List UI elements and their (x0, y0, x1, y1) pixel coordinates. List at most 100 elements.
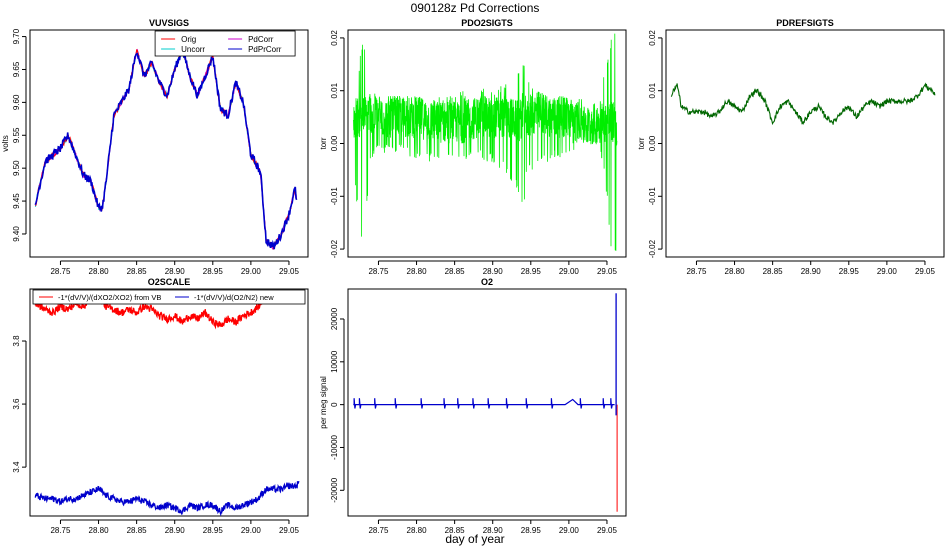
legend-label: PdCorr (248, 35, 274, 44)
vuvsigs-panel: VUVSIGS 28.75 28.80 28.85 28.90 28.95 29.00 29.… (1, 18, 309, 276)
pdo2sigts-series-line (352, 33, 618, 251)
y-tick-label: 0.00 (648, 135, 657, 151)
y-axis-label: per meg signal (319, 376, 328, 429)
x-tick-label: 28.85 (763, 267, 784, 276)
x-tick-label: 29.00 (877, 267, 898, 276)
y-tick-label: 10000 (330, 350, 339, 373)
y-axis-label: torr (319, 137, 328, 149)
x-tick-label: 28.80 (725, 267, 746, 276)
x-tick-label: 28.80 (407, 267, 428, 276)
y-tick-label: 3.6 (12, 398, 21, 410)
x-tick-label: 28.85 (445, 267, 466, 276)
y-tick-label: 3.8 (12, 335, 21, 347)
x-tick-label: 29.05 (915, 267, 936, 276)
y-tick-label: 9.65 (12, 61, 21, 77)
y-tick-label: 9.70 (12, 28, 21, 44)
x-tick-label: 28.95 (203, 526, 224, 535)
y-tick-label: 9.40 (12, 226, 21, 242)
y-tick-label: 3.4 (12, 461, 21, 473)
legend-box (32, 289, 306, 305)
vuvsigs-series-line (34, 50, 298, 250)
vuvsigs-underlay-line (34, 48, 298, 250)
plot-area (353, 293, 618, 512)
legend-label: -1*(dV/V)/(dXO2/XO2) from VB (58, 293, 161, 302)
y-tick-label: 0.02 (330, 30, 339, 46)
o2scale-blue-series-line (34, 480, 300, 516)
legend-label: Uncorr (181, 45, 205, 54)
y-tick-label: 0.01 (648, 82, 657, 98)
y-axis-label: volts (1, 135, 10, 151)
y-tick-label: 0 (330, 402, 339, 407)
y-tick-label: -20000 (330, 477, 339, 502)
legend-label: -1*(dV/V)/d(O2/N2) new (194, 293, 274, 302)
x-tick-label: 28.90 (483, 267, 504, 276)
plot-area (352, 33, 618, 251)
x-tick-label: 29.05 (597, 267, 618, 276)
o2scale-red-series-line (34, 292, 300, 330)
o2-series-line (353, 398, 615, 409)
x-tick-label: 29.00 (559, 526, 580, 535)
legend-label: Orig (181, 35, 196, 44)
panel-title: O2 (481, 277, 493, 287)
vuvsigs-underlay-line (35, 46, 297, 251)
y-tick-label: -0.02 (330, 239, 339, 258)
y-tick-label: 0.02 (648, 30, 657, 46)
x-tick-label: 28.95 (521, 267, 542, 276)
panel-title: VUVSIGS (149, 18, 189, 28)
x-tick-label: 28.85 (127, 267, 148, 276)
panel-title: PDREFSIGTS (776, 18, 834, 28)
y-tick-label: -0.02 (648, 239, 657, 258)
x-tick-label: 28.95 (839, 267, 860, 276)
x-tick-label: 28.80 (89, 267, 110, 276)
x-tick-label: 28.90 (165, 526, 186, 535)
x-tick-label: 28.75 (368, 267, 389, 276)
legend: -1*(dV/V)/(dXO2/XO2) from VB -1*(dV/V)/d(… (32, 289, 306, 305)
x-tick-label: 28.85 (127, 526, 148, 535)
pdrefsigts-panel: PDREFSIGTS 28.75 28.80 28.85 28.90 28.95 29.00… (637, 18, 945, 276)
x-tick-label: 28.95 (203, 267, 224, 276)
x-tick-label: 29.00 (241, 267, 262, 276)
y-tick-label: 9.50 (12, 160, 21, 176)
legend-label: PdPrCorr (248, 45, 282, 54)
plot-frame (29, 288, 309, 517)
plot-area (670, 82, 936, 126)
pdrefsigts-series-line (670, 82, 936, 126)
y-axis-label: torr (637, 137, 646, 149)
pdo2sigts-panel: PDO2SIGTS 28.75 28.80 28.85 28.90 28.95 29.00 2… (319, 18, 627, 276)
plot-frame (347, 288, 627, 517)
x-tick-label: 28.75 (368, 526, 389, 535)
panel-title: PDO2SIGTS (461, 18, 513, 28)
vuvsigs-underlay-line (34, 47, 298, 250)
x-tick-label: 29.00 (559, 267, 580, 276)
o2scale-panel: O2SCALE 28.75 28.80 28.85 28.90 28.95 29.00 29.… (12, 277, 309, 535)
y-tick-label: 9.45 (12, 193, 21, 209)
y-tick-label: 9.55 (12, 127, 21, 143)
y-tick-label: -10000 (330, 434, 339, 459)
x-tick-label: 29.05 (597, 526, 618, 535)
x-tick-label: 29.05 (279, 526, 300, 535)
x-tick-label: 28.75 (686, 267, 707, 276)
y-tick-label: 0.00 (330, 135, 339, 151)
legend: Orig PdCorr Uncorr PdPrCorr (154, 30, 296, 57)
y-tick-label: 0.01 (330, 82, 339, 98)
x-tick-label: 28.90 (483, 526, 504, 535)
plot-area (34, 292, 300, 516)
plot-frame (29, 29, 309, 258)
x-tick-label: 28.90 (165, 267, 186, 276)
o2-panel: O2 28.75 28.80 28.85 28.90 28.95 29.00 29.05 -20… (319, 277, 627, 535)
y-tick-label: 20000 (330, 307, 339, 330)
y-tick-label: -0.01 (648, 187, 657, 206)
x-tick-label: 29.00 (241, 526, 262, 535)
panel-title: O2SCALE (148, 277, 191, 287)
legend-box (154, 30, 296, 57)
x-tick-label: 28.85 (445, 526, 466, 535)
x-tick-label: 28.80 (89, 526, 110, 535)
plot-area (34, 46, 298, 251)
figure-xlabel: day of year (445, 532, 504, 546)
x-tick-label: 28.75 (50, 526, 71, 535)
y-tick-label: 9.60 (12, 94, 21, 110)
plot-frame (347, 29, 627, 258)
x-tick-label: 28.95 (521, 526, 542, 535)
plot-frame (665, 29, 945, 258)
